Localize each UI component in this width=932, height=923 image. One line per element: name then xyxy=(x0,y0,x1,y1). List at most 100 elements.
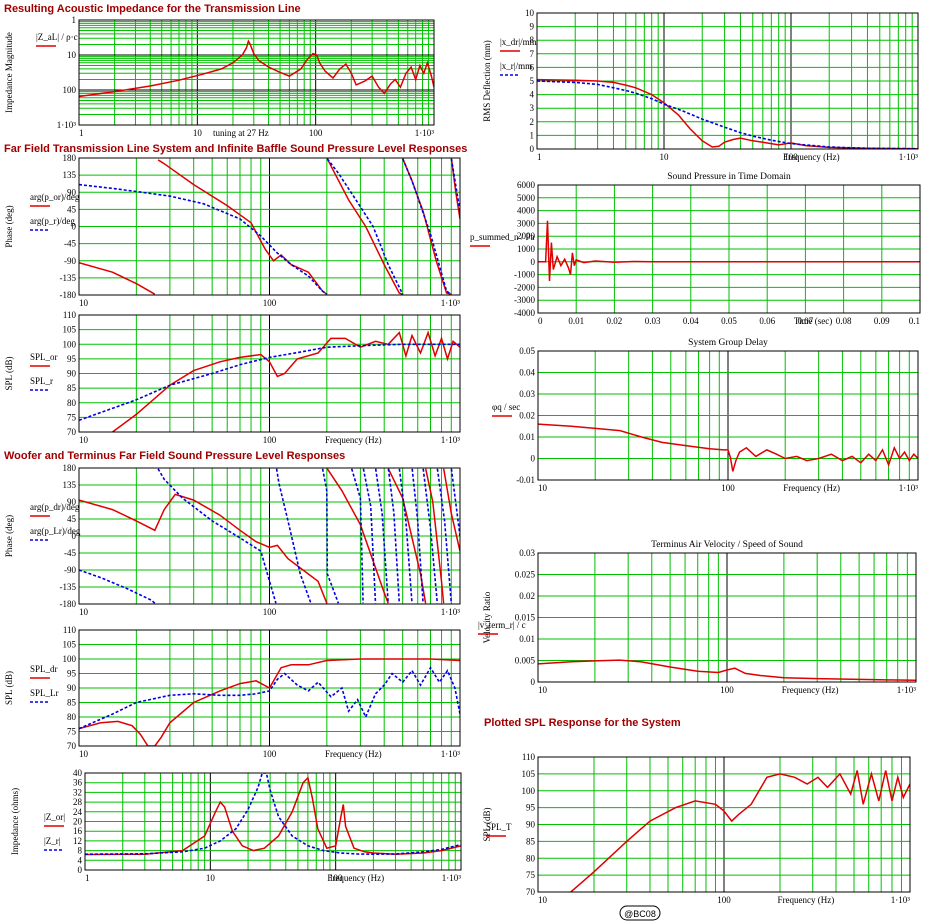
watermark-badge: @BC08 xyxy=(619,905,661,921)
y-axis-label: RMS Deflection (mm) xyxy=(482,40,492,122)
y-tick-label: 1 xyxy=(530,130,535,140)
y-tick-label: 0 xyxy=(531,454,536,464)
y-tick-label: 32 xyxy=(73,787,82,797)
y-tick-label: 110 xyxy=(63,625,77,635)
x-tick-label: 100 xyxy=(309,128,323,138)
y-axis-label: SPL (dB) xyxy=(4,357,14,391)
y-tick-label: 6 xyxy=(530,62,535,72)
y-tick-label: -45 xyxy=(64,239,76,249)
legend-entry: SPL_or xyxy=(30,352,58,362)
x-tick-label: 1 xyxy=(85,873,90,883)
section-heading: Resulting Acoustic Impedance for the Tra… xyxy=(4,3,301,15)
y-tick-label: 85 xyxy=(67,698,77,708)
x-tick-label: 0.1 xyxy=(909,316,920,326)
plot-frame xyxy=(537,350,919,481)
series-line-blue xyxy=(79,343,460,422)
x-tick-label: 10 xyxy=(660,152,670,162)
y-tick-label: 16 xyxy=(73,826,83,836)
x-tick-label: 100 xyxy=(263,607,277,617)
chart-title: Terminus Air Velocity / Speed of Sound xyxy=(651,539,803,550)
x-tick-label: 10 xyxy=(79,298,89,308)
x-tick-label: 0.09 xyxy=(874,316,890,326)
chart-spl_system: 10 100 1·10³ 70 75 80 85 90 95 100 105 110 Frequency… xyxy=(482,752,911,905)
section-heading: Woofer and Terminus Far Field Sound Pres… xyxy=(4,450,345,462)
series-line-red xyxy=(79,39,434,98)
x-tick-label: 10 xyxy=(206,873,216,883)
y-tick-label: 105 xyxy=(63,325,77,335)
y-axis-label: Phase (deg) xyxy=(4,515,14,557)
x-tick-label: 0 xyxy=(538,316,543,326)
plot-frame xyxy=(536,12,919,150)
y-axis-label: Phase (deg) xyxy=(4,205,14,247)
y-tick-label: 8 xyxy=(530,35,535,45)
y-tick-label: 1000 xyxy=(517,244,536,254)
chart-spl_tl: 10 100 1·10³ 70 75 80 85 90 95 100 105 110 Frequency… xyxy=(4,310,461,445)
y-tick-label: 2000 xyxy=(517,231,536,241)
x-tick-label: 0.04 xyxy=(683,316,699,326)
y-tick-label: 0 xyxy=(531,677,536,687)
y-tick-label: 90 xyxy=(67,497,77,507)
chart-title: System Group Delay xyxy=(688,338,768,348)
watermark-frame xyxy=(619,905,661,921)
y-tick-label: 105 xyxy=(522,769,536,779)
y-tick-label: 0.01 xyxy=(519,432,535,442)
legend-entry: φq / sec xyxy=(492,402,520,412)
x-tick-label: 0.06 xyxy=(759,316,775,326)
y-tick-label: 85 xyxy=(526,836,536,846)
y-tick-label: 180 xyxy=(63,463,77,473)
y-tick-label: 80 xyxy=(526,853,536,863)
y-tick-label: 0.05 xyxy=(519,346,535,356)
y-tick-label: 75 xyxy=(67,727,77,737)
y-tick-label: 28 xyxy=(73,797,83,807)
x-tick-label: 0.01 xyxy=(568,316,584,326)
y-tick-label: 20 xyxy=(73,817,83,827)
x-tick-label: 100 xyxy=(721,483,735,493)
y-tick-label: -90 xyxy=(64,565,76,575)
chart-group_delay: 10 100 1·10³ 0.05 0.04 0.03 0.02 0.01 0 -0.01 Syst… xyxy=(492,338,919,493)
x-axis-label: Frequency (Hz) xyxy=(325,749,382,759)
series-line-blue xyxy=(537,80,918,149)
y-tick-label: 0.01 xyxy=(519,634,535,644)
y-tick-label: 9 xyxy=(530,22,535,32)
series-line-red xyxy=(538,220,920,282)
y-tick-label: 4 xyxy=(530,90,535,100)
x-tick-label: 10 xyxy=(538,483,548,493)
y-tick-label: 2 xyxy=(530,117,535,127)
chart-velocity_ratio: 10 100 1·10³ 0.03 0.025 0.02 0.015 0.01 0.005 0 Te… xyxy=(478,539,917,695)
y-tick-label: 0.03 xyxy=(519,389,535,399)
chart-phase_wt: 10 100 1·10³ 180 135 90 45 0 -45 -90 -135 -180 Phase… xyxy=(4,463,461,617)
y-tick-label: 80 xyxy=(67,398,77,408)
x-axis-label: Frequency (Hz) xyxy=(782,685,839,695)
y-tick-label: 4 xyxy=(78,855,83,865)
plot-frame xyxy=(78,314,461,433)
y-axis-label: Impedance (ohms) xyxy=(10,788,20,855)
y-tick-label: -135 xyxy=(60,582,77,592)
x-tick-label: 1 xyxy=(79,128,84,138)
x-tick-label: 0.03 xyxy=(645,316,661,326)
chart-spl_wt: 10 100 1·10³ 70 75 80 85 90 95 100 105 110 Frequency… xyxy=(4,625,461,759)
y-tick-label: 100 xyxy=(522,786,536,796)
series-line-blue xyxy=(79,468,460,604)
y-tick-label: 70 xyxy=(67,427,77,437)
plot-area xyxy=(79,20,434,125)
plot-frame xyxy=(84,772,462,871)
x-tick-label: 100 xyxy=(784,152,798,162)
y-tick-label: -135 xyxy=(60,273,77,283)
x-tick-label: 0.08 xyxy=(836,316,852,326)
y-tick-label: -0.01 xyxy=(516,475,535,485)
y-tick-label: -4000 xyxy=(514,308,535,318)
x-tick-label: 1·10³ xyxy=(441,607,460,617)
watermark-text: @BC08 xyxy=(624,909,656,919)
y-tick-label: 135 xyxy=(63,480,77,490)
y-tick-label: 8 xyxy=(78,846,83,856)
plot-frame xyxy=(537,756,911,893)
y-tick-label: 90 xyxy=(526,820,536,830)
series-line-red xyxy=(79,158,460,295)
x-tick-label: 1·10³ xyxy=(897,685,916,695)
y-tick-label: 0 xyxy=(531,257,536,267)
y-tick-label: 45 xyxy=(67,204,77,214)
y-tick-label: -90 xyxy=(64,256,76,266)
x-tick-label: 10 xyxy=(79,749,89,759)
y-tick-label: 90 xyxy=(67,187,77,197)
